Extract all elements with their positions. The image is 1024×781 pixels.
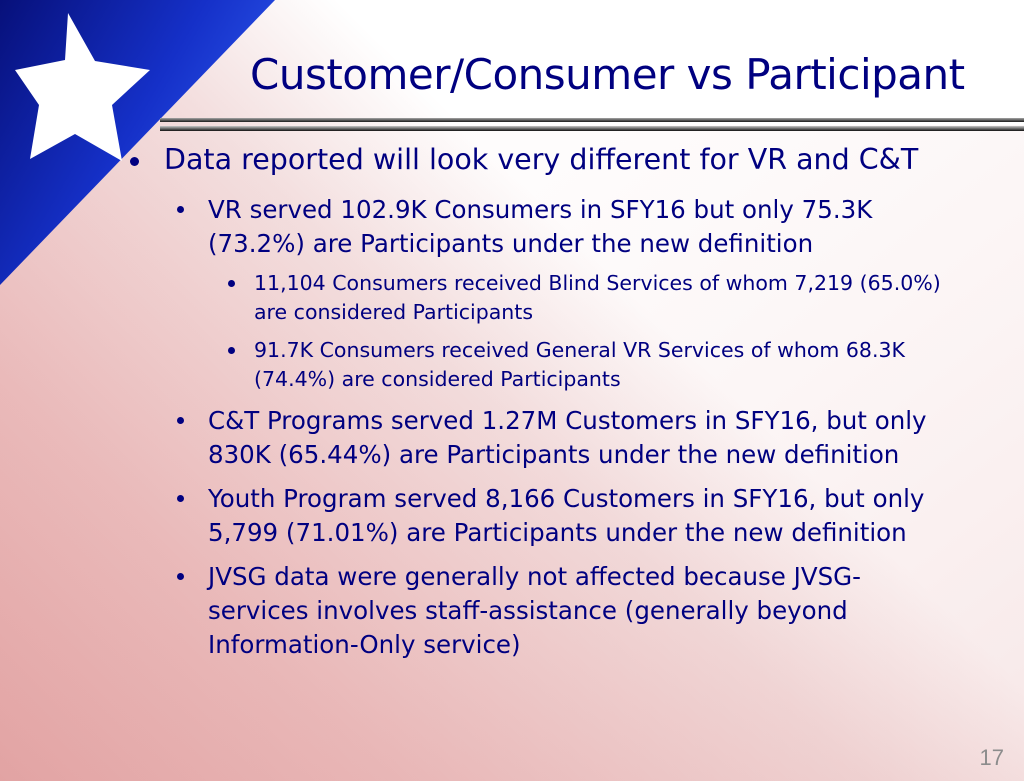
bullet-general-vr-line1: 91.7K Consumers received General VR Serv… <box>254 338 905 362</box>
bullet-blind-line1: 11,104 Consumers received Blind Services… <box>254 271 941 295</box>
bullet-youth-line2: 5,799 (71.01%) are Participants under th… <box>208 518 907 547</box>
bullet-icon <box>228 280 235 287</box>
bullet-vr-line1: VR served 102.9K Consumers in SFY16 but … <box>208 195 873 224</box>
bullet-icon <box>177 495 184 502</box>
bullet-blind-line2: are considered Participants <box>254 300 534 324</box>
bullet-icon <box>130 157 139 166</box>
bullet-general-vr-line2: (74.4%) are considered Participants <box>254 367 621 391</box>
bullet-jvsg-line2: services involves staff-assistance (gene… <box>208 596 848 625</box>
star-icon <box>15 13 150 161</box>
bullet-icon <box>228 347 235 354</box>
title-divider <box>160 118 1024 136</box>
divider-line-bottom <box>160 126 1024 131</box>
bullet-icon <box>177 573 184 580</box>
bullet-ct-line2: 830K (65.44%) are Participants under the… <box>208 440 900 469</box>
divider-line-top <box>160 118 1024 122</box>
bullet-icon <box>177 206 184 213</box>
bullet-level1-text: Data reported will look very different f… <box>164 143 919 176</box>
bullet-vr-line2: (73.2%) are Participants under the new d… <box>208 229 814 258</box>
slide-title: Customer/Consumer vs Participant <box>250 50 965 99</box>
bullet-youth-line1: Youth Program served 8,166 Customers in … <box>208 484 925 513</box>
bullet-jvsg-line1: JVSG data were generally not affected be… <box>208 562 861 591</box>
bullet-icon <box>177 417 184 424</box>
page-number: 17 <box>979 745 1004 770</box>
bullet-ct-line1: C&T Programs served 1.27M Customers in S… <box>208 406 927 435</box>
bullet-jvsg-line3: Information-Only service) <box>208 630 521 659</box>
